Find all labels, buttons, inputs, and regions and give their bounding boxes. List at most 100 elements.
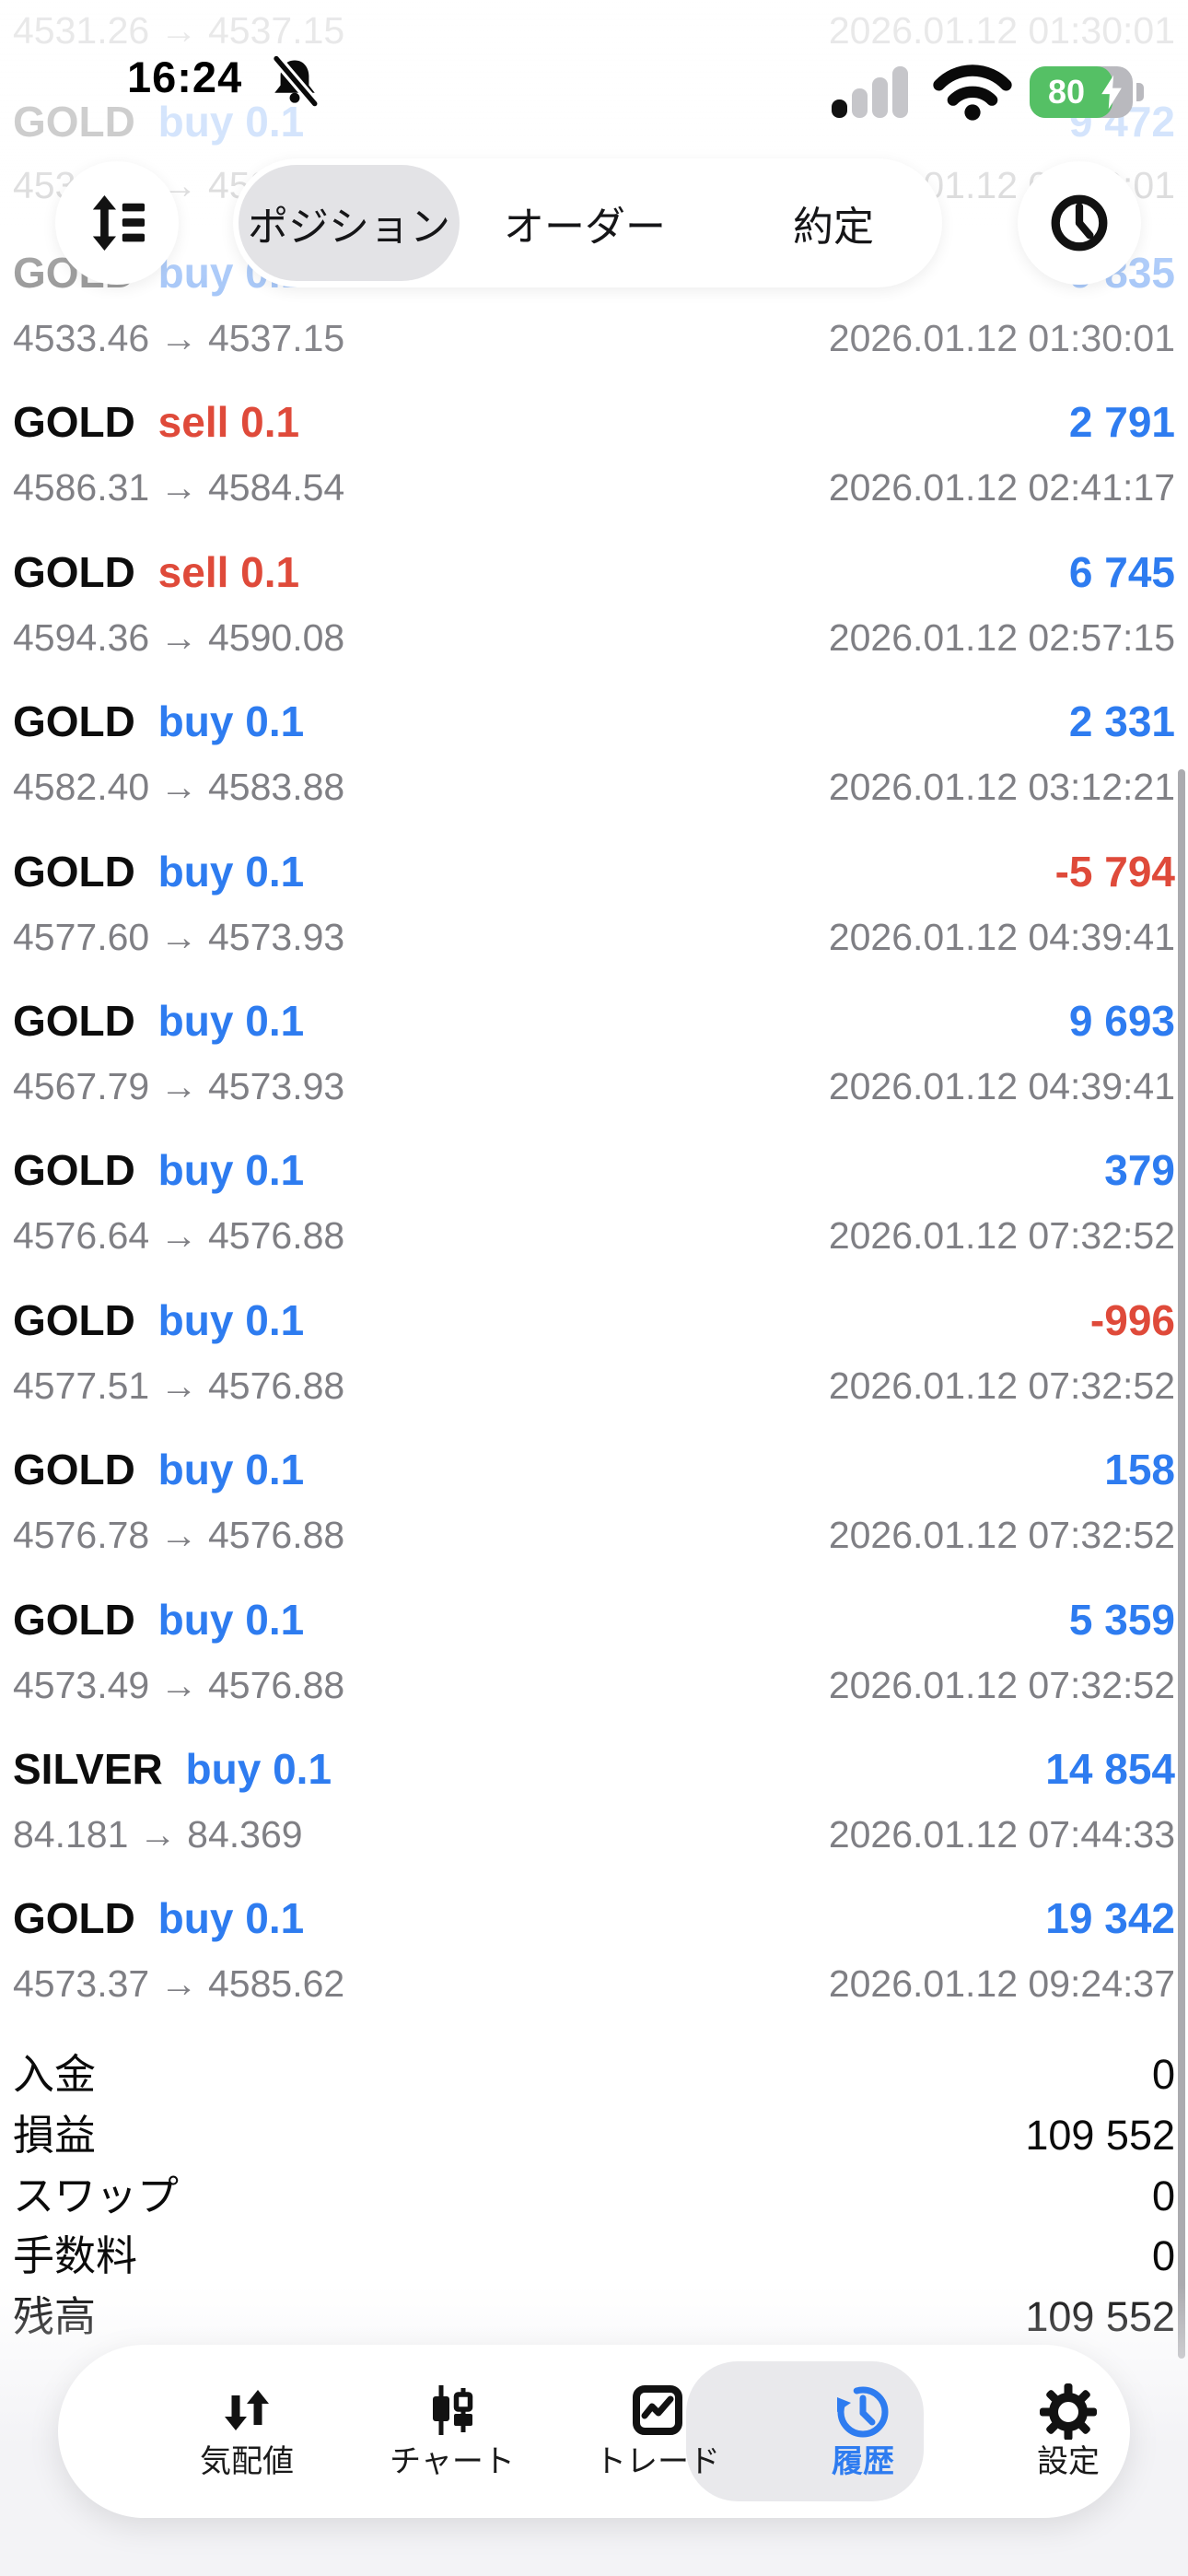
row-header-line: GOLD buy 0.1 19 342 bbox=[13, 1892, 1175, 1944]
row-price: 4573.49 → 4576.88 bbox=[13, 1663, 345, 1706]
summary-value: 0 bbox=[1151, 2232, 1175, 2279]
row-datetime: 2026.01.12 07:32:52 bbox=[828, 1514, 1175, 1557]
row-symbol: GOLD bbox=[13, 1295, 135, 1344]
row-side: sell 0.1 bbox=[157, 547, 300, 596]
clock-icon bbox=[1051, 194, 1108, 252]
row-detail-line: 4573.37 → 4585.62 2026.01.12 09:24:37 bbox=[13, 1961, 1175, 2007]
summary-value: 109 552 bbox=[1025, 2112, 1175, 2159]
table-row[interactable]: GOLD buy 0.1 -5 794 4577.60 → 4573.93 20… bbox=[0, 846, 1188, 995]
nav-item-trade[interactable]: トレード bbox=[553, 2361, 763, 2501]
charging-bolt-icon bbox=[1101, 75, 1122, 110]
row-profit: 6 745 bbox=[1068, 547, 1175, 596]
row-price: 4586.31 → 4584.54 bbox=[13, 466, 345, 509]
nav-item-settings[interactable]: 設定 bbox=[963, 2361, 1173, 2501]
row-price: 4576.78 → 4576.88 bbox=[13, 1514, 345, 1557]
nav-item-charts[interactable]: チャート bbox=[347, 2361, 557, 2501]
table-row[interactable]: GOLD buy 0.1 2 331 4582.40 → 4583.88 202… bbox=[0, 696, 1188, 845]
status-bar: 16:24 80 bbox=[0, 0, 1188, 138]
row-header-line: SILVER buy 0.1 14 854 bbox=[13, 1743, 1175, 1795]
table-row[interactable]: GOLD sell 0.1 2 791 4586.31 → 4584.54 20… bbox=[0, 396, 1188, 545]
summary-label: 入金 bbox=[13, 2051, 97, 2098]
row-symbol: SILVER bbox=[13, 1745, 163, 1793]
row-price: 4577.51 → 4576.88 bbox=[13, 1364, 345, 1407]
row-symbol: GOLD bbox=[13, 997, 135, 1045]
row-header-line: GOLD buy 0.1 -996 bbox=[13, 1294, 1175, 1346]
summary-label: 損益 bbox=[13, 2112, 97, 2159]
row-symbol-group: GOLD buy 0.1 bbox=[13, 1294, 304, 1346]
history-tab-bar: ポジション オーダー 約定 bbox=[233, 158, 942, 287]
row-symbol-group: SILVER buy 0.1 bbox=[13, 1743, 332, 1795]
row-symbol: GOLD bbox=[13, 1446, 135, 1494]
row-price: 4576.64 → 4576.88 bbox=[13, 1214, 345, 1258]
battery-percent: 80 bbox=[1047, 73, 1086, 111]
table-row[interactable]: GOLD buy 0.1 5 359 4573.49 → 4576.88 202… bbox=[0, 1594, 1188, 1743]
row-side: buy 0.1 bbox=[185, 1745, 332, 1793]
row-symbol-group: GOLD buy 0.1 bbox=[13, 1892, 304, 1944]
nav-label: 設定 bbox=[1037, 2444, 1100, 2479]
row-datetime: 2026.01.12 07:32:52 bbox=[828, 1663, 1175, 1706]
row-datetime: 2026.01.12 01:30:01 bbox=[828, 317, 1175, 359]
row-detail-line: 4576.64 → 4576.88 2026.01.12 07:32:52 bbox=[13, 1212, 1175, 1259]
row-symbol-group: GOLD sell 0.1 bbox=[13, 546, 299, 598]
sort-button[interactable] bbox=[55, 161, 179, 285]
row-price: 4567.79 → 4573.93 bbox=[13, 1065, 345, 1107]
table-row[interactable]: GOLD buy 0.1 379 4576.64 → 4576.88 2026.… bbox=[0, 1144, 1188, 1294]
row-symbol: GOLD bbox=[13, 847, 135, 896]
row-datetime: 2026.01.12 09:24:37 bbox=[828, 1962, 1175, 2006]
row-side: buy 0.1 bbox=[157, 847, 305, 896]
tab-orders[interactable]: オーダー bbox=[504, 205, 666, 250]
row-price: 4582.40 → 4583.88 bbox=[13, 766, 345, 809]
table-row[interactable]: GOLD buy 0.1 9 693 4567.79 → 4573.93 202… bbox=[0, 995, 1188, 1144]
row-side: buy 0.1 bbox=[157, 997, 305, 1045]
row-side: buy 0.1 bbox=[157, 1146, 305, 1195]
row-profit: 19 342 bbox=[1045, 1894, 1175, 1943]
row-header-line: GOLD buy 0.1 5 359 bbox=[13, 1594, 1175, 1645]
row-profit: 5 359 bbox=[1068, 1595, 1175, 1644]
summary-label: スワップ bbox=[13, 2172, 180, 2219]
row-header-line: GOLD sell 0.1 6 745 bbox=[13, 546, 1175, 598]
summary-label: 手数料 bbox=[13, 2232, 138, 2279]
row-symbol-group: GOLD sell 0.1 bbox=[13, 396, 299, 448]
row-profit: 14 854 bbox=[1045, 1745, 1175, 1793]
row-profit: -996 bbox=[1089, 1295, 1175, 1344]
row-detail-line: 84.181 → 84.369 2026.01.12 07:44:33 bbox=[13, 1811, 1175, 1857]
battery-icon: 80 bbox=[1030, 66, 1146, 118]
row-profit: 9 693 bbox=[1068, 997, 1175, 1045]
nav-label: 履歴 bbox=[832, 2444, 894, 2479]
table-row[interactable]: GOLD buy 0.1 -996 4577.51 → 4576.88 2026… bbox=[0, 1294, 1188, 1444]
tab-positions[interactable]: ポジション bbox=[248, 205, 450, 250]
time-filter-button[interactable] bbox=[1018, 161, 1141, 285]
row-price: 4594.36 → 4590.08 bbox=[13, 615, 345, 659]
tab-deals[interactable]: 約定 bbox=[793, 205, 874, 250]
row-side: buy 0.1 bbox=[157, 1595, 305, 1644]
row-datetime: 2026.01.12 03:12:21 bbox=[828, 766, 1175, 809]
nav-item-history[interactable]: 履歴 bbox=[758, 2361, 968, 2501]
row-symbol: GOLD bbox=[13, 547, 135, 596]
arrows-up-down-icon bbox=[225, 2390, 269, 2430]
row-symbol-group: GOLD buy 0.1 bbox=[13, 1144, 304, 1196]
summary-row-swap: スワップ 0 bbox=[13, 2171, 1175, 2222]
row-datetime: 2026.01.12 07:44:33 bbox=[828, 1813, 1175, 1856]
row-detail-line: 4533.46 → 4537.15 2026.01.12 01:30:01 bbox=[13, 315, 1175, 361]
scrollbar[interactable] bbox=[1178, 769, 1185, 2359]
row-symbol-group: GOLD buy 0.1 bbox=[13, 995, 304, 1047]
row-datetime: 2026.01.12 04:39:41 bbox=[828, 1065, 1175, 1107]
nav-label: チャート bbox=[390, 2444, 515, 2479]
nav-item-quotes[interactable]: 気配値 bbox=[142, 2361, 352, 2501]
row-symbol: GOLD bbox=[13, 1595, 135, 1644]
row-detail-line: 4586.31 → 4584.54 2026.01.12 02:41:17 bbox=[13, 464, 1175, 510]
row-header-line: GOLD buy 0.1 379 bbox=[13, 1144, 1175, 1196]
table-row[interactable]: GOLD sell 0.1 6 745 4594.36 → 4590.08 20… bbox=[0, 546, 1188, 696]
summary-row-commission: 手数料 0 bbox=[13, 2231, 1175, 2282]
row-detail-line: 4582.40 → 4583.88 2026.01.12 03:12:21 bbox=[13, 764, 1175, 810]
table-row[interactable]: SILVER buy 0.1 14 854 84.181 → 84.369 20… bbox=[0, 1743, 1188, 1892]
row-detail-line: 4577.51 → 4576.88 2026.01.12 07:32:52 bbox=[13, 1363, 1175, 1409]
row-detail-line: 4573.49 → 4576.88 2026.01.12 07:32:52 bbox=[13, 1662, 1175, 1708]
row-datetime: 2026.01.12 07:32:52 bbox=[828, 1214, 1175, 1258]
row-datetime: 2026.01.12 07:32:52 bbox=[828, 1364, 1175, 1407]
row-price: 84.181 → 84.369 bbox=[13, 1813, 303, 1856]
summary-row-deposit: 入金 0 bbox=[13, 2049, 1175, 2101]
summary-value: 0 bbox=[1151, 2172, 1175, 2219]
table-row[interactable]: GOLD buy 0.1 19 342 4573.37 → 4585.62 20… bbox=[0, 1892, 1188, 2042]
table-row[interactable]: GOLD buy 0.1 158 4576.78 → 4576.88 2026.… bbox=[0, 1444, 1188, 1593]
